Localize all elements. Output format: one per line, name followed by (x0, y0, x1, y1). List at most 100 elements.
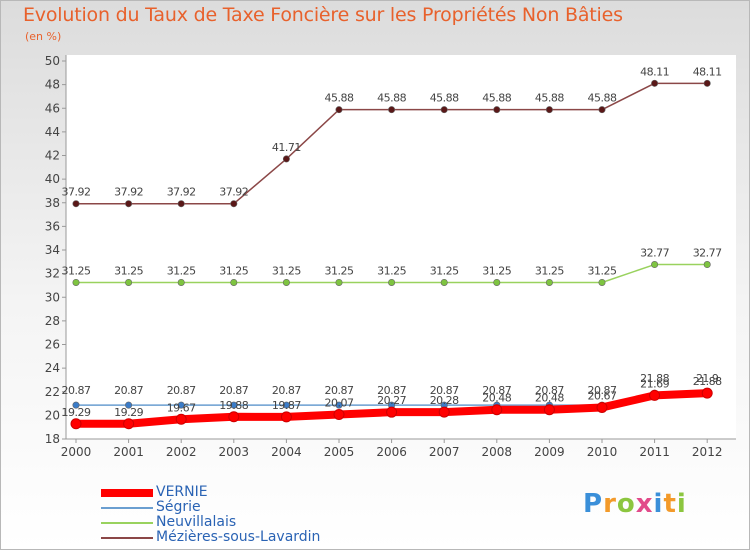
data-label-m-zi-res-sous-lavardin: 45.88 (535, 92, 564, 105)
x-tick-label: 2003 (219, 445, 250, 459)
data-point-s-grie (177, 401, 185, 409)
data-point-neuvillalais (545, 278, 553, 286)
chart-subtitle: (en %) (25, 30, 62, 43)
data-point-s-grie (230, 401, 238, 409)
data-label-vernie: 19.29 (114, 406, 143, 419)
data-label-s-grie: 20.87 (482, 384, 511, 397)
data-point-vernie (123, 418, 135, 430)
data-point-neuvillalais (388, 278, 396, 286)
data-label-m-zi-res-sous-lavardin: 37.92 (114, 186, 143, 199)
data-point-m-zi-res-sous-lavardin (545, 106, 553, 114)
data-point-m-zi-res-sous-lavardin (598, 106, 606, 114)
data-label-vernie: 19.67 (167, 401, 196, 414)
legend-label-m-zi-res-sous-lavardin: Mézières-sous-Lavardin (156, 529, 321, 545)
data-label-vernie: 21.88 (693, 375, 722, 388)
data-point-m-zi-res-sous-lavardin (125, 200, 133, 208)
data-label-vernie: 19.87 (272, 399, 301, 412)
data-label-m-zi-res-sous-lavardin: 37.92 (62, 186, 91, 199)
data-label-vernie: 20.28 (430, 394, 459, 407)
data-label-vernie: 20.07 (325, 397, 354, 410)
y-tick-label: 48 (45, 78, 60, 92)
data-label-m-zi-res-sous-lavardin: 37.92 (167, 186, 196, 199)
data-point-neuvillalais (230, 278, 238, 286)
y-tick-label: 26 (45, 338, 60, 352)
data-point-s-grie (125, 401, 133, 409)
legend-label-neuvillalais: Neuvillalais (156, 514, 237, 530)
data-point-neuvillalais (72, 278, 80, 286)
legend-swatch-s-grie (101, 507, 153, 509)
x-tick-label: 2002 (166, 445, 197, 459)
data-label-s-grie: 21.9 (696, 372, 719, 385)
data-label-s-grie: 20.87 (588, 384, 617, 397)
data-point-neuvillalais (651, 261, 659, 269)
data-point-vernie (175, 413, 187, 425)
data-label-neuvillalais: 31.25 (272, 264, 301, 277)
x-tick-label: 2011 (639, 445, 670, 459)
data-point-m-zi-res-sous-lavardin (388, 106, 396, 114)
data-point-m-zi-res-sous-lavardin (440, 106, 448, 114)
data-label-s-grie: 21.88 (640, 372, 669, 385)
data-point-vernie (333, 409, 345, 421)
data-label-s-grie: 20.87 (325, 384, 354, 397)
legend-swatch-vernie (101, 489, 153, 497)
data-label-neuvillalais: 31.25 (62, 264, 91, 277)
data-label-neuvillalais: 31.25 (430, 264, 459, 277)
data-label-vernie: 20.27 (377, 394, 406, 407)
data-label-neuvillalais: 32.77 (693, 247, 722, 260)
data-label-vernie: 20.48 (535, 392, 564, 405)
data-point-neuvillalais (493, 278, 501, 286)
x-tick-label: 2000 (61, 445, 92, 459)
chart-legend: VERNIE Ségrie Neuvillalais Mézières-sous-La… (101, 484, 361, 545)
data-point-vernie (649, 389, 661, 401)
data-label-m-zi-res-sous-lavardin: 45.88 (325, 92, 354, 105)
y-tick-label: 40 (45, 172, 60, 186)
data-point-vernie (280, 411, 292, 423)
data-label-s-grie: 20.87 (272, 384, 301, 397)
legend-item-s-grie: Ségrie (101, 499, 361, 515)
data-point-vernie (438, 406, 450, 418)
x-tick-label: 2004 (271, 445, 302, 459)
legend-item-neuvillalais: Neuvillalais (101, 514, 361, 530)
chart-title: Evolution du Taux de Taxe Foncière sur l… (23, 4, 623, 26)
data-label-neuvillalais: 31.25 (377, 264, 406, 277)
data-label-vernie: 20.48 (482, 392, 511, 405)
x-tick-label: 2008 (482, 445, 513, 459)
data-label-s-grie: 20.87 (219, 384, 248, 397)
legend-label-s-grie: Ségrie (156, 499, 201, 515)
data-label-s-grie: 20.87 (377, 384, 406, 397)
data-point-vernie (491, 404, 503, 416)
data-label-s-grie: 20.87 (62, 384, 91, 397)
proxiti-logo: Proxiti (583, 489, 687, 519)
plot-area (66, 55, 736, 439)
data-point-vernie (543, 404, 555, 416)
data-label-s-grie: 20.87 (114, 384, 143, 397)
data-point-neuvillalais (440, 278, 448, 286)
data-point-m-zi-res-sous-lavardin (651, 79, 659, 87)
data-point-vernie (701, 387, 713, 399)
data-label-neuvillalais: 31.25 (219, 264, 248, 277)
data-point-m-zi-res-sous-lavardin (493, 106, 501, 114)
x-tick-label: 2007 (429, 445, 460, 459)
data-point-neuvillalais (177, 278, 185, 286)
data-label-vernie: 19.88 (219, 399, 248, 412)
y-tick-label: 38 (45, 196, 60, 210)
data-label-neuvillalais: 31.25 (167, 264, 196, 277)
x-tick-label: 2010 (587, 445, 618, 459)
data-point-m-zi-res-sous-lavardin (703, 79, 711, 87)
data-point-neuvillalais (703, 261, 711, 269)
data-label-m-zi-res-sous-lavardin: 48.11 (693, 65, 722, 78)
x-tick-label: 2001 (113, 445, 144, 459)
x-tick-label: 2006 (376, 445, 407, 459)
y-tick-label: 24 (45, 361, 60, 375)
data-label-neuvillalais: 31.25 (325, 264, 354, 277)
data-label-m-zi-res-sous-lavardin: 45.88 (430, 92, 459, 105)
data-point-s-grie (72, 401, 80, 409)
data-point-m-zi-res-sous-lavardin (282, 155, 290, 163)
data-point-neuvillalais (335, 278, 343, 286)
data-point-vernie (596, 401, 608, 413)
data-label-m-zi-res-sous-lavardin: 48.11 (640, 65, 669, 78)
data-point-m-zi-res-sous-lavardin (335, 106, 343, 114)
data-point-neuvillalais (125, 278, 133, 286)
data-point-vernie (228, 411, 240, 423)
